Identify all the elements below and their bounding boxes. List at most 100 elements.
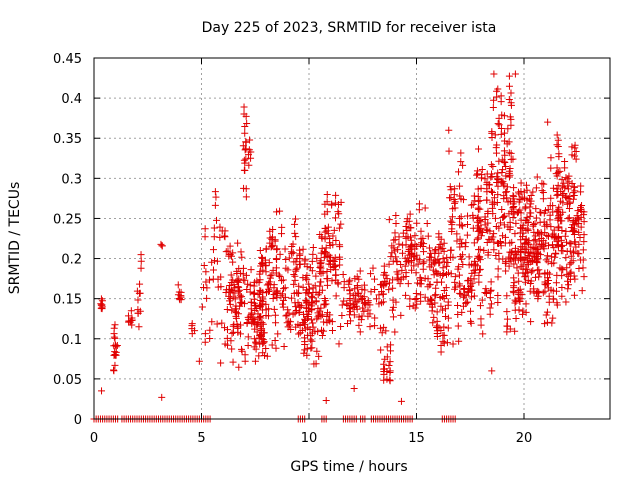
data-point [533,257,541,265]
data-point [521,278,529,286]
data-point [312,360,320,368]
data-point [538,240,546,248]
data-point [428,300,436,308]
data-point [567,268,575,276]
data-point [229,258,237,266]
data-point [552,250,560,258]
data-point [235,275,243,283]
data-point [488,367,496,375]
data-point [538,179,546,187]
data-point [487,278,495,286]
data-point [312,272,320,280]
data-point [292,233,300,241]
data-point [203,284,211,292]
data-point [566,192,574,200]
data-point [308,300,316,308]
data-point [510,254,518,262]
data-point [469,201,477,209]
data-point [304,323,312,331]
data-point [327,266,335,274]
data-point [406,210,414,218]
data-point [270,281,278,289]
data-point [504,198,512,206]
data-point [394,246,402,254]
data-point [201,233,209,241]
data-point [419,259,427,267]
data-point [449,205,457,213]
data-point [300,310,308,318]
data-point [269,233,277,241]
data-point [553,238,561,246]
data-point [174,281,182,289]
data-point [298,326,306,334]
data-point [426,263,434,271]
data-point [549,202,557,210]
data-point [349,292,357,300]
data-point [211,257,219,265]
data-point [488,172,496,180]
data-point [318,244,326,252]
data-point [429,319,437,327]
data-point [440,270,448,278]
data-point [366,310,374,318]
data-point [580,218,588,226]
data-point [285,254,293,262]
data-point [548,232,556,240]
data-point [399,249,407,257]
data-point [137,251,145,259]
data-point [407,236,415,244]
data-point [361,286,369,294]
data-point [299,319,307,327]
data-point [395,233,403,241]
data-point [558,176,566,184]
data-point [445,147,453,155]
data-point [439,255,447,263]
data-point [462,291,470,299]
data-point [447,186,455,194]
data-point [437,302,445,310]
data-point [318,326,326,334]
data-point [444,314,452,322]
data-point [490,230,498,238]
data-point [212,216,220,224]
data-point [353,273,361,281]
data-point [507,149,515,157]
data-point [248,318,256,326]
data-point [188,322,196,330]
data-point [246,281,254,289]
data-point [451,198,459,206]
data-point [495,224,503,232]
data-point [560,179,568,187]
data-point [208,318,216,326]
data-point [427,296,435,304]
data-point [436,271,444,279]
data-point [318,234,326,242]
data-point [456,182,464,190]
data-point [477,315,485,323]
data-point [566,239,574,247]
data-point [415,206,423,214]
data-point [577,182,585,190]
data-point [541,222,549,230]
data-point [289,249,297,257]
data-point [323,190,331,198]
data-point [478,229,486,237]
data-point [495,114,503,122]
data-point [562,227,570,235]
data-point [382,271,390,279]
data-point [431,292,439,300]
data-point [494,169,502,177]
data-point [360,307,368,315]
data-point [385,279,393,287]
data-point [569,216,577,224]
data-point [244,341,252,349]
data-point [513,264,521,272]
data-point [553,141,561,149]
data-point [578,287,586,295]
data-point [411,295,419,303]
data-point [458,308,466,316]
data-point [435,249,443,257]
data-point [484,248,492,256]
data-point [411,304,419,312]
data-point [498,156,506,164]
